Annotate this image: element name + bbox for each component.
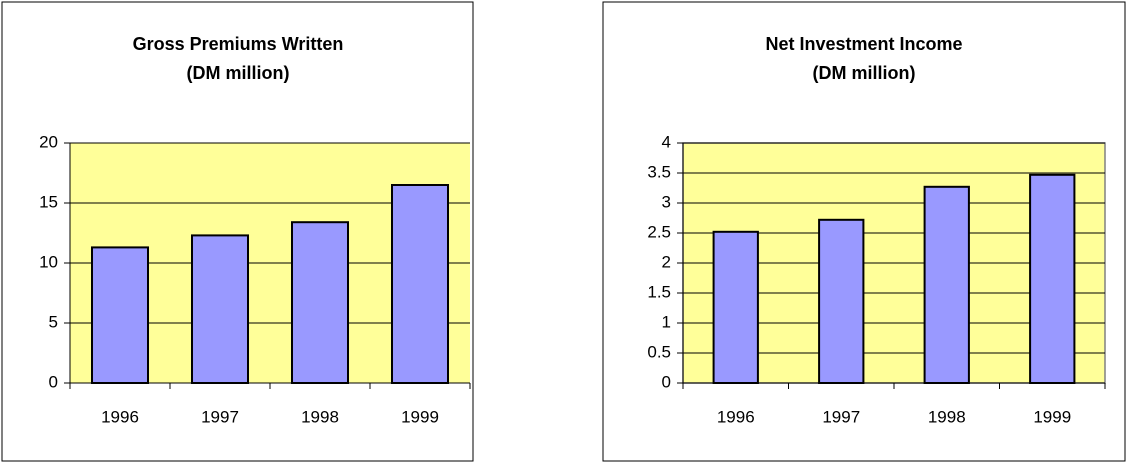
x-tick-label: 1998 <box>928 407 966 426</box>
y-tick-label: 2 <box>662 252 671 271</box>
bar <box>291 221 349 384</box>
y-tick-label: 2.5 <box>647 222 671 241</box>
y-tick-label: 0 <box>49 372 58 391</box>
y-tick-label: 5 <box>49 312 58 331</box>
y-tick-label: 1.5 <box>647 282 671 301</box>
y-tick-label: 3 <box>662 192 671 211</box>
y-tick-label: 4 <box>662 132 671 151</box>
y-tick-label: 10 <box>39 252 58 271</box>
x-tick-label: 1998 <box>301 407 339 426</box>
chart-title: Net Investment Income <box>765 34 962 54</box>
chart-subtitle: (DM million) <box>187 63 290 83</box>
x-tick-label: 1999 <box>401 407 439 426</box>
bar <box>712 230 759 384</box>
chart-title: Gross Premiums Written <box>133 34 344 54</box>
y-tick-label: 0.5 <box>647 342 671 361</box>
bar <box>391 184 449 384</box>
x-tick-label: 1999 <box>1033 407 1071 426</box>
y-tick-label: 0 <box>662 372 671 391</box>
bar <box>91 246 149 384</box>
bar <box>1029 173 1076 384</box>
x-tick-label: 1996 <box>101 407 139 426</box>
y-tick-label: 3.5 <box>647 162 671 181</box>
bar <box>191 234 249 384</box>
x-tick-label: 1996 <box>717 407 755 426</box>
x-tick-label: 1997 <box>822 407 860 426</box>
chart-subtitle: (DM million) <box>813 63 916 83</box>
y-tick-label: 20 <box>39 132 58 151</box>
x-tick-label: 1997 <box>201 407 239 426</box>
bar <box>923 185 970 384</box>
bar <box>818 218 865 384</box>
y-tick-label: 15 <box>39 192 58 211</box>
y-tick-label: 1 <box>662 312 671 331</box>
